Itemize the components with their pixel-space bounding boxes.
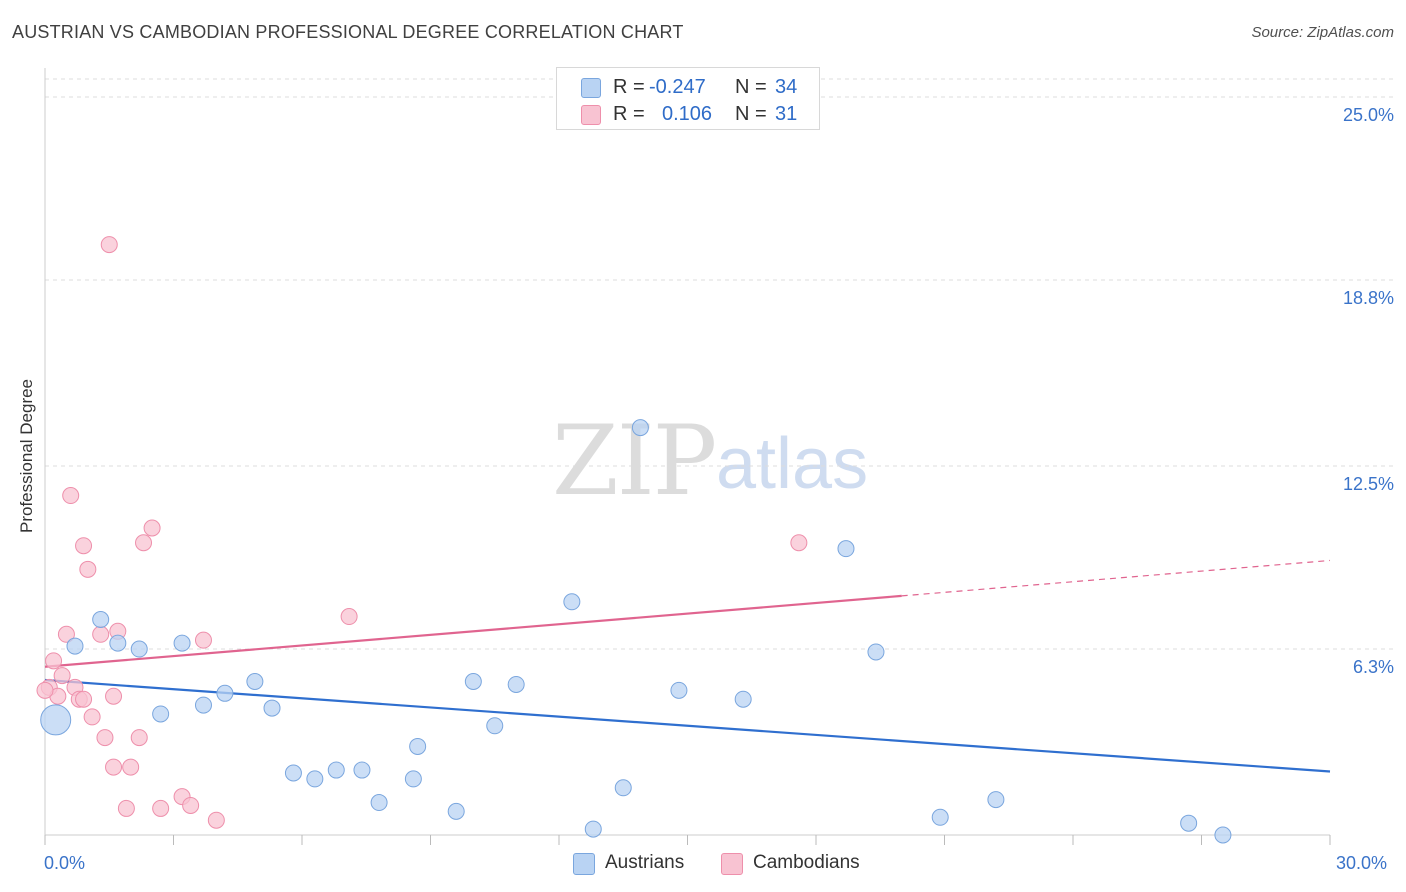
austrians-point	[631, 419, 649, 437]
legend-n-value: 34	[775, 76, 798, 98]
legend-r-label: R =	[613, 76, 645, 98]
cambodians-point	[83, 708, 101, 726]
cambodians-point	[182, 796, 200, 814]
y-axis-title: Professional Degree	[17, 378, 36, 534]
austrians-point	[194, 696, 212, 714]
grid	[45, 78, 1395, 650]
trend-line-cambodians	[44, 594, 902, 668]
austrians-point	[173, 634, 191, 652]
legend-n-value: 31	[775, 103, 798, 125]
cambodians-point	[96, 729, 114, 747]
cambodians-point	[92, 625, 110, 643]
cambodians-point	[122, 758, 140, 776]
austrians-point	[486, 717, 504, 735]
cambodians-point	[36, 681, 54, 699]
trend-line-austrians	[44, 678, 1331, 773]
austrians-point	[40, 704, 72, 736]
austrians-point	[66, 637, 84, 655]
cambodians-point	[75, 537, 93, 555]
data-points	[36, 236, 1232, 844]
austrians-point	[409, 737, 427, 755]
cambodians-point	[53, 667, 71, 685]
cambodians-point	[143, 519, 161, 537]
cambodians-point	[340, 608, 358, 626]
legend-r-label: R =	[613, 103, 645, 125]
cambodians-point	[100, 236, 118, 254]
legend-n-label: N =	[735, 76, 767, 98]
watermark-atlas: atlas	[716, 424, 869, 504]
cambodians-point	[79, 560, 97, 578]
austrians-swatch	[581, 78, 601, 98]
austrians-point	[404, 770, 422, 788]
legend-r-value: -0.247	[649, 76, 706, 98]
austrians-point	[507, 675, 525, 693]
austrians-point	[246, 672, 264, 690]
correlation-legend: R = -0.247 N = 34 R = 0.106 N = 31	[556, 67, 820, 130]
austrians-point	[447, 802, 465, 820]
cambodians-point	[152, 799, 170, 817]
austrians-point	[353, 761, 371, 779]
austrians-point	[563, 593, 581, 611]
austrians-point	[92, 611, 110, 629]
source-label: Source: ZipAtlas.com	[1251, 24, 1394, 41]
x-tick-label-max: 30.0%	[1336, 853, 1388, 873]
austrians-point	[987, 791, 1005, 809]
austrians-point	[584, 820, 602, 838]
trend-line-extension-cambodians	[901, 559, 1331, 597]
cambodians-point	[130, 729, 148, 747]
cambodians-point	[75, 690, 93, 708]
chart-title: AUSTRIAN VS CAMBODIAN PROFESSIONAL DEGRE…	[12, 22, 684, 42]
austrians-point	[931, 808, 949, 826]
austrians-point	[109, 634, 127, 652]
trend-lines	[44, 559, 1331, 773]
austrians-point	[327, 761, 345, 779]
y-tick-label: 25.0%	[1342, 105, 1394, 125]
cambodians-point	[57, 625, 75, 643]
austrians-legend-label: Austrians	[605, 852, 685, 873]
cambodians-point	[194, 631, 212, 649]
cambodians-swatch	[581, 105, 601, 125]
austrians-legend-swatch	[573, 853, 595, 875]
austrians-point	[284, 764, 302, 782]
cambodians-legend-swatch	[721, 853, 743, 875]
cambodians-point	[117, 799, 135, 817]
austrians-point	[263, 699, 281, 717]
cambodians-point	[105, 758, 123, 776]
y-tick-label: 18.8%	[1342, 288, 1394, 309]
austrians-point	[130, 640, 148, 658]
austrians-point	[306, 770, 324, 788]
austrians-point	[1214, 826, 1232, 844]
axes	[44, 68, 1331, 845]
legend-n-label: N =	[735, 103, 767, 125]
austrians-point	[734, 690, 752, 708]
x-tick-label-min: 0.0%	[44, 853, 86, 873]
cambodians-point	[135, 534, 153, 552]
y-tick-label: 6.3%	[1352, 657, 1394, 678]
austrians-point	[370, 794, 388, 812]
legend-r-value: 0.106	[662, 103, 713, 125]
austrians-point	[216, 684, 234, 702]
austrians-point	[867, 643, 885, 661]
austrians-point	[464, 672, 482, 690]
cambodians-point	[62, 487, 80, 505]
austrians-point	[1180, 814, 1198, 832]
austrians-point	[152, 705, 170, 723]
austrians-point	[614, 779, 632, 797]
y-tick-label: 12.5%	[1342, 474, 1394, 494]
cambodians-legend-label: Cambodians	[753, 852, 860, 873]
cambodians-point	[790, 534, 808, 552]
austrians-point	[670, 681, 688, 699]
austrians-point	[837, 540, 855, 558]
cambodians-point	[105, 687, 123, 705]
cambodians-point	[207, 811, 225, 829]
cambodians-point	[45, 652, 63, 670]
